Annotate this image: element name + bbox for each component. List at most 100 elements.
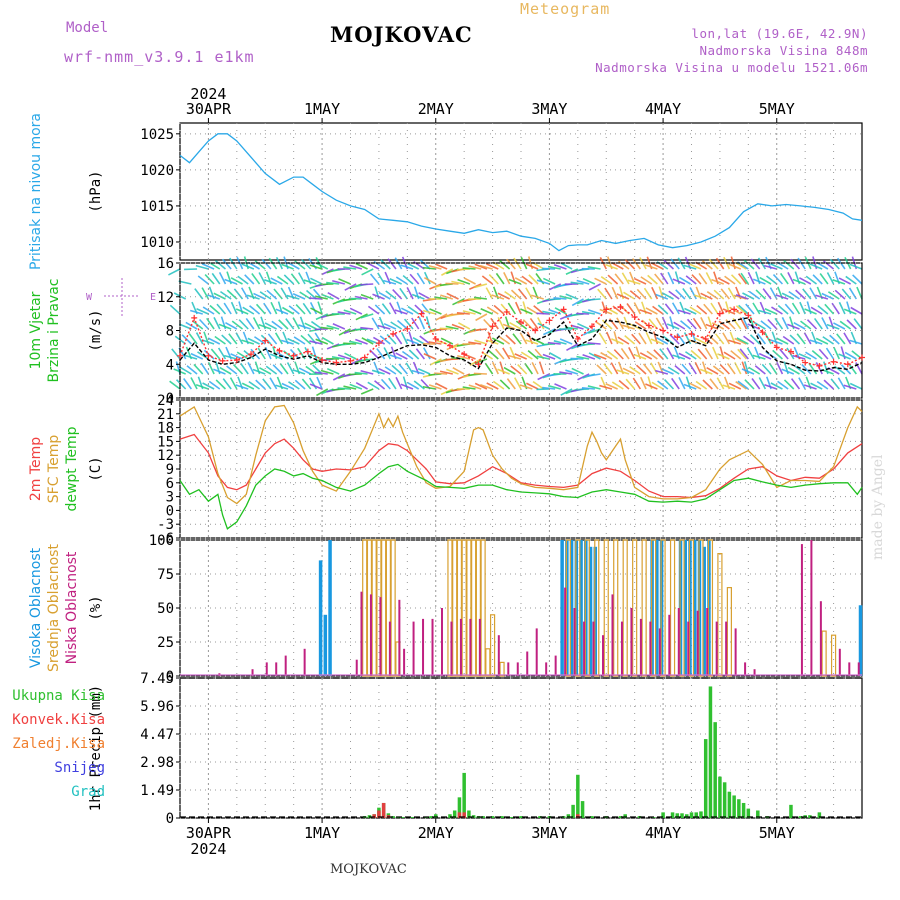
wind-barb bbox=[402, 274, 414, 285]
wind-barb bbox=[559, 338, 573, 345]
wind-barb bbox=[738, 273, 748, 285]
y-tick-label: 9 bbox=[166, 462, 174, 478]
wind-barb bbox=[620, 347, 630, 360]
wind-barb bbox=[808, 362, 818, 375]
wind-barb bbox=[810, 382, 823, 390]
wind-barb bbox=[387, 258, 397, 270]
wind-barb bbox=[263, 302, 272, 315]
wind-barb bbox=[414, 304, 425, 315]
cloud_low-bar bbox=[459, 618, 462, 676]
wind-barb bbox=[226, 365, 238, 375]
wind-barb bbox=[265, 365, 278, 375]
wind-barb bbox=[383, 279, 397, 285]
wind-barb bbox=[384, 366, 397, 375]
wind-barb bbox=[838, 301, 846, 315]
wind-barb bbox=[542, 386, 556, 390]
wind-barb bbox=[723, 351, 736, 360]
cloud_high-bar bbox=[588, 546, 593, 676]
y-tick-label: 18 bbox=[157, 421, 174, 437]
wind-barb bbox=[748, 366, 761, 375]
cloud_low-bar bbox=[478, 618, 481, 676]
wind-barb bbox=[196, 307, 209, 315]
wind-barb bbox=[625, 378, 636, 390]
cloud_mid-bar bbox=[485, 648, 491, 677]
wind-barb bbox=[481, 351, 494, 360]
precip_total-bar bbox=[789, 804, 793, 818]
wind-barb bbox=[672, 354, 686, 360]
wind-barb bbox=[338, 328, 351, 336]
cloud_mid-bar bbox=[707, 539, 714, 677]
wind-barb bbox=[769, 339, 783, 345]
wind-barb bbox=[201, 263, 215, 270]
precip-legend-label: Snijeg bbox=[54, 760, 105, 776]
precip_total-bar bbox=[410, 817, 414, 818]
cloud_low-bar bbox=[848, 662, 851, 676]
wind-barb bbox=[689, 306, 702, 315]
wind-barb bbox=[853, 318, 863, 330]
wind-barb bbox=[497, 368, 510, 375]
wind-barb bbox=[207, 294, 221, 300]
wind-barb bbox=[647, 274, 658, 285]
wind-barb bbox=[764, 332, 772, 345]
wind-barb bbox=[760, 320, 772, 330]
wind-barb bbox=[209, 304, 221, 315]
x-year-label-bottom: 2024 bbox=[190, 840, 226, 858]
wind-barb bbox=[782, 335, 795, 345]
side-label: 2m Temp bbox=[28, 437, 44, 501]
wind-barb bbox=[856, 286, 863, 300]
wind-barb bbox=[326, 281, 340, 285]
wind-barb bbox=[715, 333, 725, 345]
cloud_low-bar bbox=[554, 655, 557, 676]
wind-barb bbox=[694, 361, 702, 375]
wind-barb bbox=[784, 303, 795, 315]
wind-barb bbox=[768, 362, 778, 375]
wind-barb bbox=[396, 319, 408, 330]
wind-barb bbox=[759, 276, 772, 285]
wind-barb bbox=[480, 307, 493, 315]
cloud_low-bar bbox=[497, 635, 500, 676]
gust-point bbox=[390, 330, 397, 337]
cloud_high-bar bbox=[683, 540, 688, 676]
wind-barb bbox=[238, 319, 249, 330]
wind-barb bbox=[222, 378, 232, 390]
wind-barb bbox=[451, 323, 465, 330]
x-day-label-bottom: 2MAY bbox=[418, 824, 454, 842]
wind-barb bbox=[553, 263, 567, 270]
wind-barb bbox=[236, 351, 249, 360]
cloud_high-bar bbox=[692, 540, 697, 676]
wind-barb bbox=[771, 306, 783, 315]
gust-point bbox=[205, 352, 212, 359]
wind-barb bbox=[681, 363, 692, 375]
wind-barb bbox=[377, 272, 386, 285]
wind-barb bbox=[392, 289, 403, 300]
wind-barb bbox=[594, 277, 607, 285]
wind-barb bbox=[400, 331, 409, 345]
precip_total-bar bbox=[708, 686, 713, 818]
wind-barb bbox=[474, 283, 488, 289]
wind-barb bbox=[769, 287, 778, 300]
cloud_low-bar bbox=[800, 544, 803, 676]
wind-barb bbox=[354, 295, 368, 300]
precip_total-bar bbox=[452, 810, 457, 818]
wind-barb bbox=[639, 308, 652, 315]
wind-barb bbox=[514, 353, 528, 360]
wind-barb bbox=[805, 275, 818, 285]
wind-barb bbox=[434, 372, 448, 375]
wind-barb bbox=[745, 303, 755, 315]
wind-barb bbox=[542, 343, 556, 346]
wind-barb bbox=[266, 289, 278, 300]
wind-barb bbox=[633, 277, 647, 285]
wind-barb bbox=[711, 278, 724, 285]
cloud_low-bar bbox=[706, 608, 709, 676]
wind-barb bbox=[571, 298, 584, 307]
wind-barb bbox=[185, 303, 192, 314]
cloud_low-bar bbox=[369, 594, 372, 676]
wind-barb bbox=[671, 377, 680, 390]
wind-barb bbox=[235, 308, 249, 315]
wind-barb bbox=[480, 384, 493, 390]
wind-barb bbox=[728, 263, 742, 270]
wind-barb bbox=[484, 362, 494, 375]
wind-barb bbox=[201, 339, 215, 345]
wind-barb bbox=[337, 311, 351, 315]
wind-barb bbox=[200, 362, 210, 375]
